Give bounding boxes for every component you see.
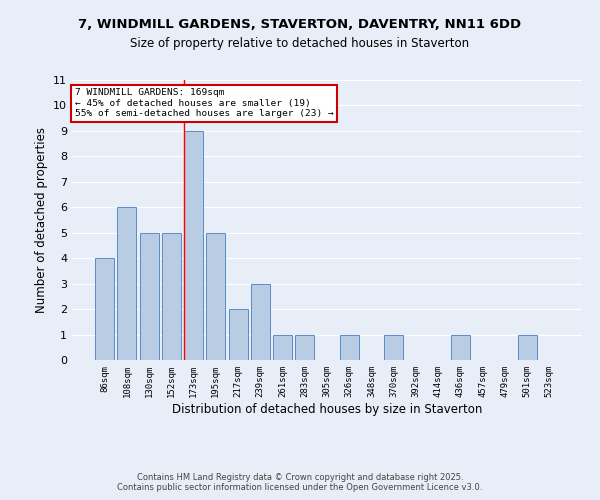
- Bar: [384, 334, 403, 360]
- Bar: [140, 232, 158, 360]
- Text: 7, WINDMILL GARDENS, STAVERTON, DAVENTRY, NN11 6DD: 7, WINDMILL GARDENS, STAVERTON, DAVENTRY…: [79, 18, 521, 30]
- Text: Contains HM Land Registry data © Crown copyright and database right 2025.
Contai: Contains HM Land Registry data © Crown c…: [118, 473, 482, 492]
- Bar: [340, 334, 359, 360]
- Bar: [518, 334, 536, 360]
- Bar: [229, 309, 248, 360]
- Bar: [206, 232, 225, 360]
- Text: 7 WINDMILL GARDENS: 169sqm
← 45% of detached houses are smaller (19)
55% of semi: 7 WINDMILL GARDENS: 169sqm ← 45% of deta…: [74, 88, 334, 118]
- Bar: [118, 208, 136, 360]
- Y-axis label: Number of detached properties: Number of detached properties: [35, 127, 47, 313]
- Bar: [451, 334, 470, 360]
- Bar: [95, 258, 114, 360]
- Text: Size of property relative to detached houses in Staverton: Size of property relative to detached ho…: [130, 38, 470, 51]
- Bar: [273, 334, 292, 360]
- Bar: [184, 131, 203, 360]
- Bar: [295, 334, 314, 360]
- X-axis label: Distribution of detached houses by size in Staverton: Distribution of detached houses by size …: [172, 402, 482, 415]
- Bar: [251, 284, 270, 360]
- Bar: [162, 232, 181, 360]
